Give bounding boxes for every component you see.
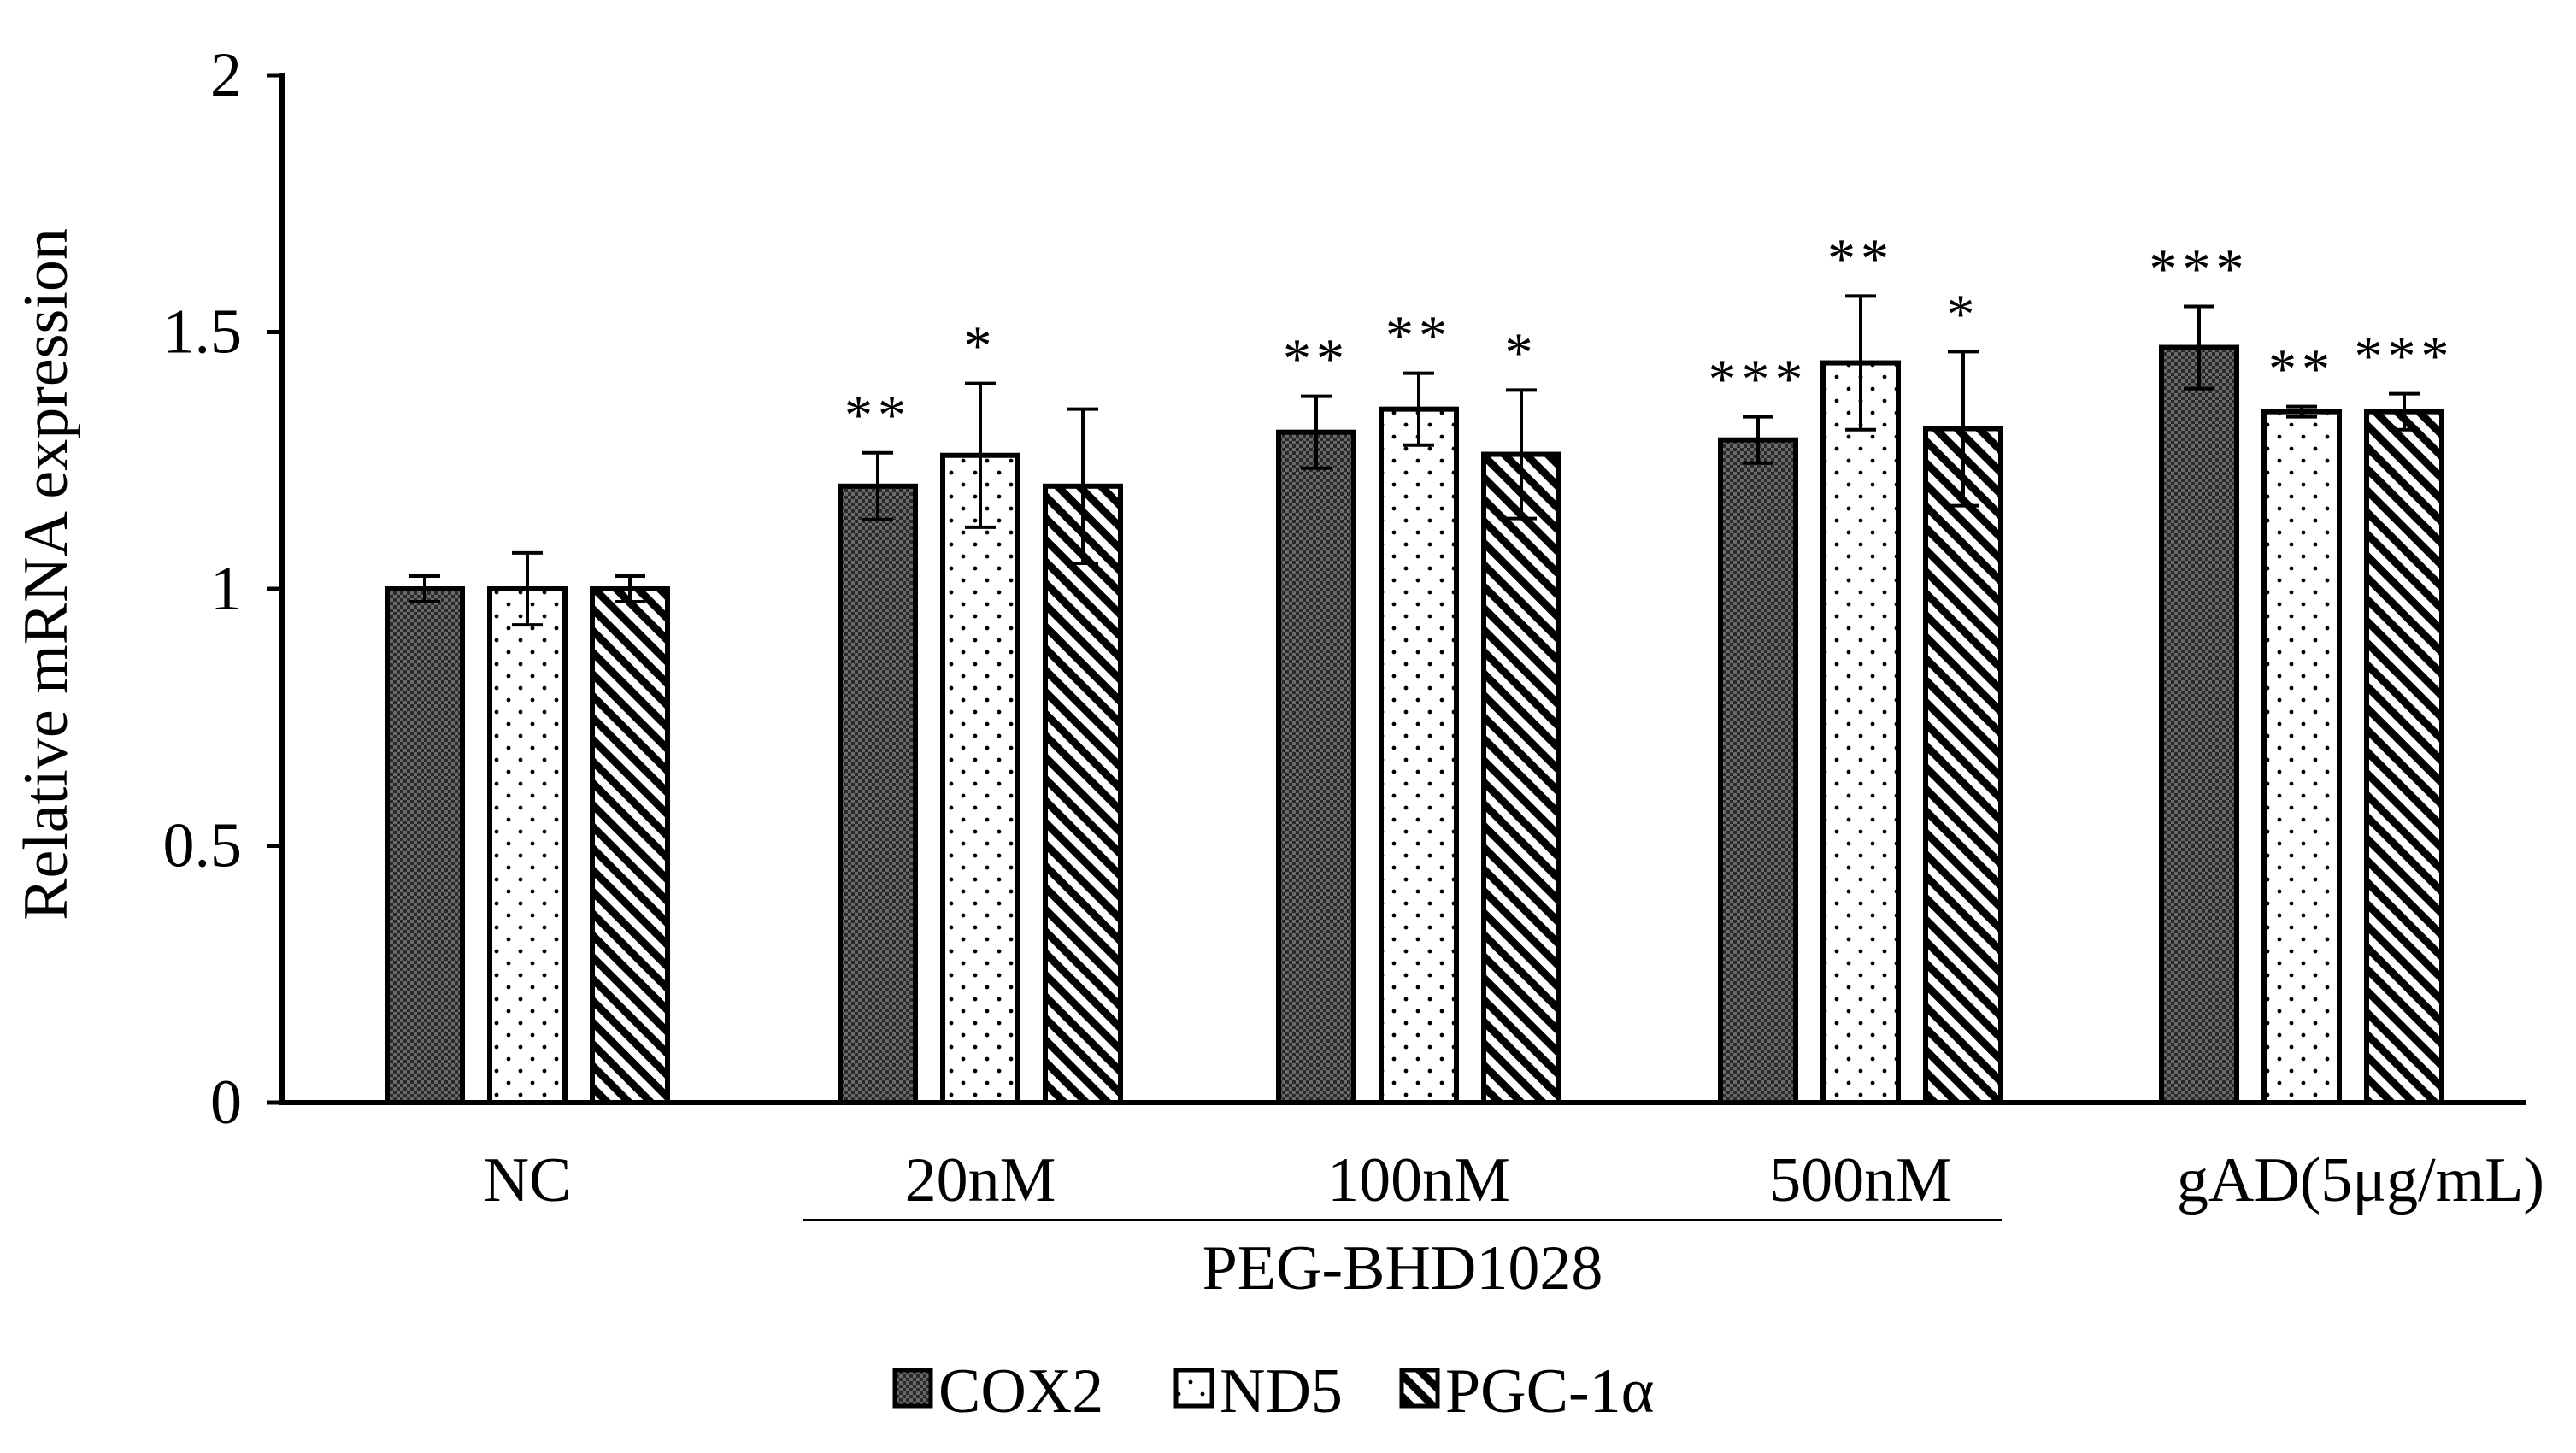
- group-label: PEG-BHD1028: [1203, 1233, 1603, 1303]
- significance-label: *: [1947, 283, 1980, 345]
- y-ticks: 0 0.5 1 1.5 2: [163, 40, 282, 1138]
- bar: [1820, 360, 1901, 1105]
- significance-label: **: [2268, 338, 2335, 401]
- significance-label: **: [1827, 227, 1894, 290]
- category-label: NC: [484, 1145, 572, 1215]
- bar: [1276, 429, 1356, 1105]
- bar: [1043, 483, 1123, 1105]
- legend-label: ND5: [1220, 1356, 1343, 1427]
- significance-label: ***: [2150, 238, 2250, 300]
- y-tick-label: 1: [210, 554, 242, 624]
- significance-label: ***: [2355, 326, 2455, 388]
- legend-swatch: [1399, 1368, 1440, 1409]
- bars: [385, 344, 2444, 1106]
- legend-swatch: [892, 1368, 933, 1409]
- bar: [940, 452, 1020, 1105]
- y-axis-title: Relative mRNA expression: [11, 228, 81, 921]
- significance-label: **: [844, 385, 911, 447]
- bar: [2159, 344, 2239, 1105]
- category-label: 500nM: [1769, 1145, 1952, 1215]
- y-tick-label: 0: [210, 1068, 242, 1138]
- significance-label: ***: [1709, 349, 1808, 411]
- bar: [838, 483, 918, 1105]
- significance-labels: **** ******* ***********: [844, 227, 2455, 447]
- bar: [590, 586, 670, 1105]
- bar: [487, 586, 568, 1105]
- category-label: 20nM: [905, 1145, 1056, 1215]
- y-tick-label: 1.5: [163, 297, 243, 368]
- category-label: gAD(5μg/mL): [2177, 1145, 2544, 1215]
- category-labels: NC 20nM 100nM 500nM gAD(5μg/mL): [484, 1145, 2544, 1215]
- significance-label: **: [1385, 305, 1452, 368]
- bar: [1379, 406, 1459, 1105]
- bar: [385, 586, 465, 1105]
- bar: [2364, 409, 2444, 1105]
- significance-label: *: [964, 315, 997, 378]
- bar: [1923, 426, 2003, 1106]
- y-tick-label: 2: [210, 40, 242, 110]
- bar: [1718, 437, 1798, 1105]
- significance-label: *: [1505, 321, 1538, 384]
- y-tick-label: 0.5: [163, 811, 243, 881]
- legend-label: PGC-1α: [1445, 1356, 1654, 1427]
- bar: [2261, 409, 2342, 1105]
- legend-label: COX2: [938, 1356, 1103, 1427]
- bar: [1481, 451, 1561, 1105]
- category-label: 100nM: [1327, 1145, 1510, 1215]
- legend: COX2 ND5 PGC-1α: [892, 1356, 1654, 1427]
- significance-label: **: [1283, 328, 1350, 391]
- error-bars: [409, 294, 2420, 627]
- legend-swatch: [1173, 1368, 1214, 1409]
